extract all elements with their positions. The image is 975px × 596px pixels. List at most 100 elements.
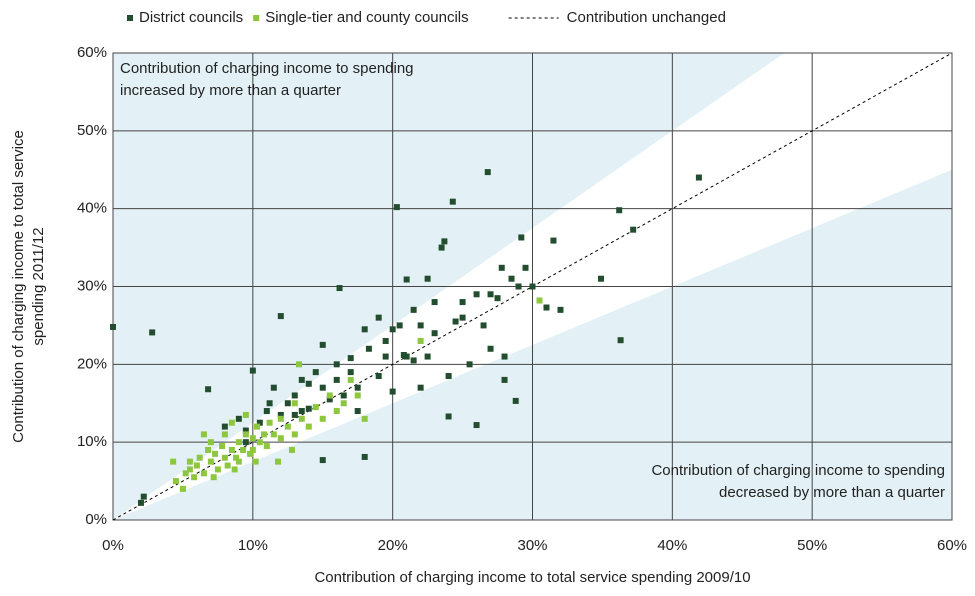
point (480, 322, 487, 329)
point (375, 373, 382, 380)
point (616, 207, 623, 214)
point (508, 275, 515, 282)
point (424, 275, 431, 282)
point (333, 361, 340, 368)
y-axis-label-line: spending 2011/12 (30, 227, 47, 345)
point (291, 411, 298, 418)
legend-label: District councils (139, 9, 243, 26)
point (291, 431, 298, 438)
point (242, 427, 249, 434)
point (459, 314, 466, 321)
point (473, 422, 480, 429)
point (498, 264, 505, 271)
point (354, 392, 361, 399)
point (424, 353, 431, 360)
point (312, 404, 319, 411)
point (224, 462, 231, 469)
point (110, 323, 116, 330)
point (191, 474, 198, 481)
point (333, 408, 340, 415)
point (196, 454, 203, 461)
point (403, 276, 410, 283)
point (695, 174, 702, 181)
point (212, 450, 219, 457)
x-tick-label: 20% (378, 537, 408, 554)
point (326, 396, 333, 403)
point (459, 299, 466, 306)
point (445, 413, 452, 420)
point (235, 439, 242, 446)
point (252, 458, 259, 465)
point (266, 419, 273, 426)
legend-marker (127, 15, 133, 21)
point (389, 326, 396, 333)
x-tick-label: 50% (797, 537, 827, 554)
point (284, 423, 291, 430)
point (361, 326, 368, 333)
point (354, 384, 361, 391)
point (417, 384, 424, 391)
point (400, 351, 407, 358)
point (347, 376, 354, 383)
point (466, 361, 473, 368)
point (200, 470, 207, 477)
y-tick-label: 10% (77, 433, 107, 450)
point (484, 169, 491, 176)
point (382, 353, 389, 360)
y-tick-label: 60% (77, 44, 107, 61)
y-tick-label: 30% (77, 277, 107, 294)
point (319, 341, 326, 348)
x-tick-label: 30% (517, 537, 547, 554)
point (291, 400, 298, 407)
point (249, 367, 256, 374)
point (170, 458, 177, 465)
point (277, 415, 284, 422)
point (501, 376, 508, 383)
point (228, 446, 235, 453)
annotation-line: decreased by more than a quarter (719, 484, 945, 501)
point (312, 369, 319, 376)
point (270, 431, 277, 438)
point (340, 392, 347, 399)
point (242, 411, 249, 418)
point (617, 337, 624, 344)
point (219, 443, 226, 450)
x-axis-label: Contribution of charging income to total… (314, 569, 750, 586)
point (193, 462, 200, 469)
point (149, 329, 156, 336)
point (266, 400, 273, 407)
point (487, 291, 494, 298)
point (207, 439, 214, 446)
point (214, 466, 221, 473)
point (319, 384, 326, 391)
y-axis-label-line: Contribution of charging income to total… (10, 130, 27, 443)
point (221, 423, 228, 430)
annotation-line: Contribution of charging income to spend… (120, 60, 414, 77)
point (494, 295, 501, 302)
point (441, 238, 448, 245)
point (291, 392, 298, 399)
point (182, 470, 189, 477)
point (410, 306, 417, 313)
point (263, 443, 270, 450)
point (347, 355, 354, 362)
point (205, 386, 212, 393)
y-tick-label: 50% (77, 122, 107, 139)
point (200, 431, 207, 438)
point (382, 337, 389, 344)
point (417, 337, 424, 344)
point (305, 380, 312, 387)
annotation-line: increased by more than a quarter (120, 82, 341, 99)
point (396, 322, 403, 329)
y-tick-label: 20% (77, 355, 107, 372)
point (557, 306, 564, 313)
point (361, 453, 368, 460)
legend-marker (253, 15, 260, 21)
point (277, 313, 284, 320)
point (347, 369, 354, 376)
point (417, 322, 424, 329)
point (295, 361, 302, 368)
point (515, 283, 522, 290)
point (361, 415, 368, 422)
annotation: Contribution of charging income to spend… (120, 60, 414, 99)
